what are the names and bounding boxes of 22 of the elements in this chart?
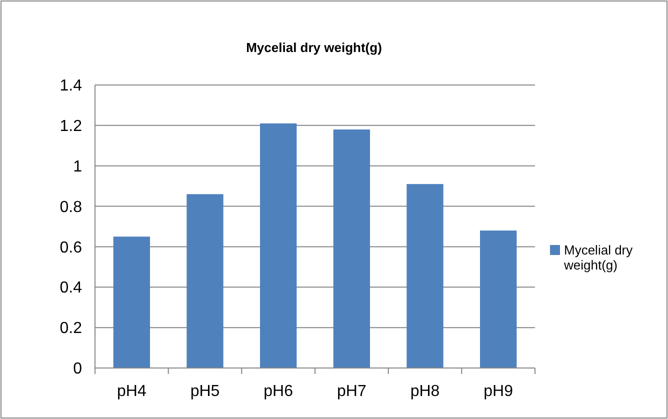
y-tick-label: 0 xyxy=(73,360,82,378)
x-tick-label: pH6 xyxy=(264,383,294,400)
y-tick-label: 0.2 xyxy=(60,320,82,338)
bar xyxy=(113,236,150,368)
bar xyxy=(333,129,370,368)
x-tick-label: pH7 xyxy=(336,383,366,400)
y-tick-label: 0.4 xyxy=(60,280,82,297)
x-tick-label: pH8 xyxy=(410,383,440,400)
bar xyxy=(260,123,297,368)
legend-label: Mycelial dry weight(g) xyxy=(563,242,634,272)
y-tick-label: 1.4 xyxy=(60,78,82,95)
bar xyxy=(406,184,444,368)
bar xyxy=(186,194,224,368)
x-tick-label: pH9 xyxy=(484,383,514,400)
y-tick-label: 1.2 xyxy=(60,118,82,136)
y-tick-label: 0.8 xyxy=(60,198,82,216)
x-tick-label: pH5 xyxy=(190,383,220,400)
y-tick-label: 0.6 xyxy=(60,239,82,256)
y-tick-label: 1 xyxy=(73,158,82,176)
bar xyxy=(480,230,517,368)
x-tick-label: pH4 xyxy=(116,383,146,400)
chart-title: Mycelial dry weight(g) xyxy=(246,40,382,55)
